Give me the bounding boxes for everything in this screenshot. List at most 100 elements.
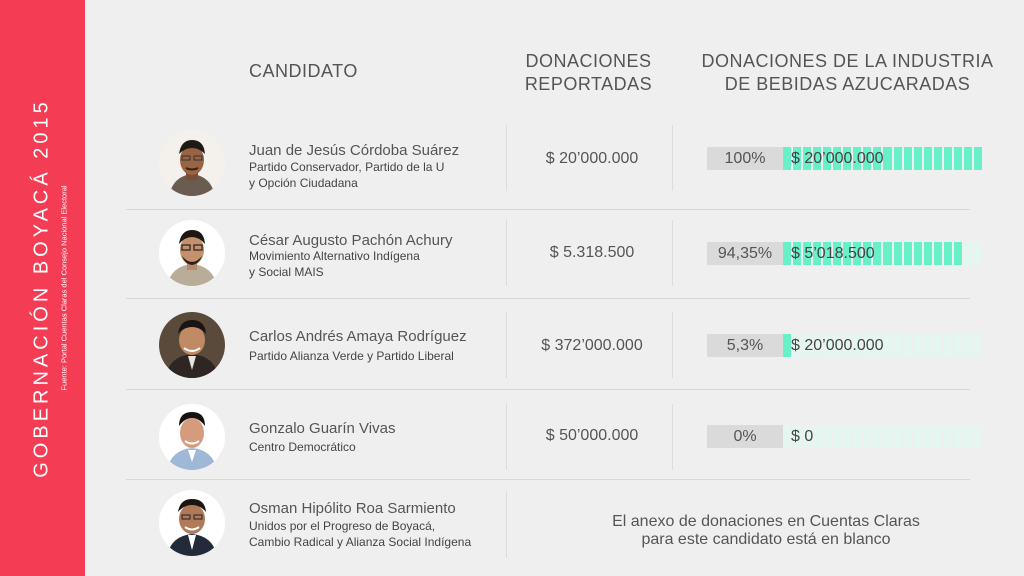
bar-segment-empty [933,425,942,448]
bar-segment-filled [833,242,842,265]
bar-segment-empty [883,334,892,357]
header-candidate: CANDIDATO [249,61,358,81]
party-line: Partido Alianza Verde y Partido Liberal [249,349,454,363]
bar-segment-filled [883,147,892,170]
bar-segment-empty [913,334,922,357]
bar-segment-empty [963,242,972,265]
row-divider [126,209,970,210]
candidate-row: Juan de Jesús Córdoba Suárez Partido Con… [126,130,982,200]
header-donations-line-2: REPORTADAS [524,74,653,94]
bar-segment-filled [783,147,792,170]
bar-segment-empty [813,425,822,448]
bar-segment-filled [783,334,792,357]
bar-segment-empty [883,425,892,448]
bar-segment-filled [893,147,902,170]
bar-segment-empty [973,242,982,265]
bar-segment-filled [803,242,812,265]
bar-segment-empty [953,334,962,357]
bar-segment-filled [863,147,872,170]
bar-segment-filled [973,147,982,170]
industry-bar [783,334,982,357]
industry-amount: $ 20’000.000 [791,337,884,354]
party-line: Movimiento Alternativo Indígena [249,249,420,263]
candidate-row: Gonzalo Guarín Vivas Centro Democrático … [126,404,982,474]
bar-segment-empty [793,334,802,357]
bar-segment-filled [963,147,972,170]
bar-segment-empty [843,334,852,357]
bar-segment-filled [783,242,792,265]
bar-segment-filled [823,147,832,170]
bar-segment-filled [953,242,962,265]
bar-segment-filled [863,242,872,265]
industry-amount: $ 5’018.500 [791,245,875,262]
bar-segment-filled [913,242,922,265]
row-divider [126,298,970,299]
bar-segment-empty [863,334,872,357]
sidebar-title: GOBERNACIÓN BOYACÁ 2015 [30,98,53,478]
column-divider [672,312,673,378]
bar-segment-filled [843,147,852,170]
candidate-row: Carlos Andrés Amaya Rodríguez Partido Al… [126,312,982,382]
candidate-name: Gonzalo Guarín Vivas [249,420,396,437]
bar-segment-filled [873,242,882,265]
bar-segment-empty [913,425,922,448]
industry-bar [783,242,982,265]
industry-bar [783,147,982,170]
bar-segment-empty [833,425,842,448]
bar-segment-filled [843,242,852,265]
bar-segment-empty [823,425,832,448]
party-line: y Opción Ciudadana [249,176,358,190]
candidate-name: Osman Hipólito Roa Sarmiento [249,500,456,517]
note-line: para este candidato está en blanco [641,531,891,548]
column-divider [506,312,507,378]
candidate-name: Carlos Andrés Amaya Rodríguez [249,328,467,345]
bar-segment-filled [883,242,892,265]
column-divider [506,404,507,470]
candidate-party: Partido Conservador, Partido de la U y O… [249,159,444,191]
bar-segment-filled [793,147,802,170]
party-line: Unidos por el Progreso de Boyacá, [249,519,436,533]
donations-amount: $ 50’000.000 [545,427,639,444]
bar-segment-empty [943,425,952,448]
candidate-row: Osman Hipólito Roa Sarmiento Unidos por … [126,490,970,560]
row-divider [126,479,970,480]
blank-annex-note: El anexo de donaciones en Cuentas Claras… [546,513,986,549]
bar-segment-empty [873,334,882,357]
bar-segment-filled [933,147,942,170]
bar-segment-empty [813,334,822,357]
candidate-photo [159,312,225,378]
column-divider [672,404,673,470]
column-divider [672,220,673,286]
bar-segment-filled [953,147,962,170]
industry-amount: $ 20’000.000 [791,150,884,167]
bar-segment-empty [963,425,972,448]
industry-percent: 100% [707,147,783,170]
bar-segment-empty [833,334,842,357]
bar-segment-filled [823,242,832,265]
donations-amount: $ 20’000.000 [545,150,639,167]
sidebar: GOBERNACIÓN BOYACÁ 2015 Fuente: Portal C… [0,0,85,576]
bar-segment-empty [903,334,912,357]
bar-segment-filled [813,147,822,170]
candidate-photo [159,490,225,556]
note-line: El anexo de donaciones en Cuentas Claras [612,513,920,530]
candidate-photo [159,404,225,470]
industry-amount: $ 0 [791,428,814,445]
bar-segment-filled [803,147,812,170]
bar-segment-filled [893,242,902,265]
bar-segment-empty [903,425,912,448]
bar-segment-empty [923,425,932,448]
candidate-name: Juan de Jesús Córdoba Suárez [249,142,460,159]
industry-bar [783,425,982,448]
bar-segment-filled [903,242,912,265]
party-line: Cambio Radical y Alianza Social Indígena [249,535,472,549]
row-divider [126,389,970,390]
header-donations: DONACIONES REPORTADAS [511,50,666,96]
bar-segment-filled [813,242,822,265]
bar-segment-empty [853,425,862,448]
bar-segment-empty [863,425,872,448]
bar-segment-filled [923,242,932,265]
header-industry-line-2: DE BEBIDAS AZUCARADAS [724,74,971,94]
party-line: y Social MAIS [249,265,324,279]
bar-segment-empty [893,334,902,357]
